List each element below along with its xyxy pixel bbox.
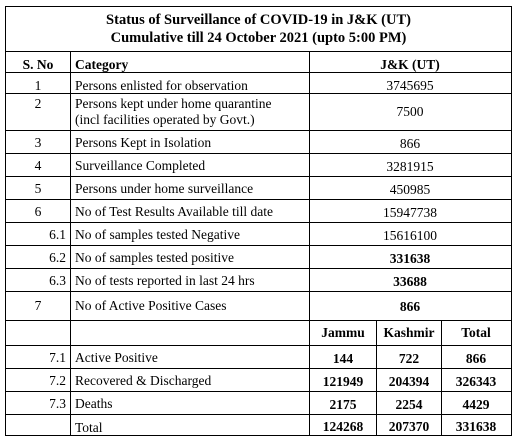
row-category: Total — [75, 420, 103, 435]
row-divider — [6, 51, 511, 52]
table-title-line-1: Status of Surveillance of COVID-19 in J&… — [106, 12, 411, 28]
cell-jammu: 2175 — [329, 397, 357, 412]
header-sno: S. No — [22, 57, 54, 72]
row-category: Surveillance Completed — [75, 158, 206, 173]
row-divider — [6, 245, 511, 246]
row-value: 15947738 — [383, 205, 437, 220]
row-value: 15616100 — [383, 228, 437, 243]
row-divider — [6, 320, 511, 321]
row-sno: 3 — [34, 135, 42, 150]
row-sno: 6 — [34, 204, 42, 219]
row-divider — [6, 130, 511, 131]
row-sno: 1 — [34, 78, 42, 93]
row-category: No of samples tested positive — [75, 250, 234, 265]
row-category: No of Test Results Available till date — [75, 204, 274, 219]
row-category-continued: (incl facilities operated by Govt.) — [75, 112, 255, 127]
row-sno: 7.2 — [49, 373, 66, 388]
row-category: Persons enlisted for observation — [75, 78, 248, 93]
row-sno: 7.3 — [49, 396, 66, 411]
row-category: Persons Kept in Isolation — [75, 135, 212, 150]
cell-jammu: 144 — [332, 351, 354, 366]
row-sno: 6.3 — [49, 273, 66, 288]
cell-total: 326343 — [455, 374, 497, 389]
row-divider — [6, 222, 511, 223]
column-divider — [309, 51, 310, 435]
cell-total: 866 — [465, 351, 487, 366]
row-sno: 7.1 — [49, 350, 66, 365]
row-divider — [6, 153, 511, 154]
header-value: J&K (UT) — [380, 57, 440, 72]
cell-kashmir: 204394 — [388, 374, 430, 389]
row-value: 866 — [399, 299, 421, 314]
cell-jammu: 121949 — [322, 374, 364, 389]
row-divider — [6, 391, 511, 392]
row-divider — [6, 72, 511, 73]
row-sno: 4 — [34, 158, 42, 173]
row-category: Deaths — [75, 396, 113, 411]
row-sno: 6.2 — [49, 250, 66, 265]
row-divider — [6, 176, 511, 177]
row-sno: 7 — [34, 298, 42, 313]
row-sno: 2 — [34, 96, 42, 111]
column-divider — [376, 320, 377, 435]
header-jammu: Jammu — [321, 325, 365, 340]
row-divider — [6, 291, 511, 292]
header-category: Category — [75, 57, 129, 72]
row-category: Active Positive — [75, 350, 158, 365]
row-value: 866 — [399, 136, 421, 151]
row-divider — [6, 93, 511, 94]
row-divider — [6, 414, 511, 415]
cell-total: 331638 — [455, 419, 497, 434]
cell-kashmir: 722 — [398, 351, 420, 366]
row-category: No of tests reported in last 24 hrs — [75, 273, 255, 288]
row-category: No of Active Positive Cases — [75, 298, 227, 313]
table-title-line-2: Cumulative till 24 October 2021 (upto 5:… — [110, 30, 407, 46]
row-category: Persons under home surveillance — [75, 181, 254, 196]
row-divider — [6, 199, 511, 200]
cell-kashmir: 207370 — [388, 419, 430, 434]
cell-total: 4429 — [462, 397, 490, 412]
row-sno: 5 — [34, 181, 42, 196]
row-divider — [6, 268, 511, 269]
cell-jammu: 124268 — [322, 419, 364, 434]
row-value: 3281915 — [386, 159, 434, 174]
row-category: No of samples tested Negative — [75, 227, 240, 242]
row-category: Recovered & Discharged — [75, 373, 212, 388]
row-category: Persons kept under home quarantine — [75, 96, 272, 111]
header-kashmir: Kashmir — [383, 325, 435, 340]
row-value: 7500 — [396, 104, 424, 119]
cell-kashmir: 2254 — [395, 397, 423, 412]
row-value: 3745695 — [386, 78, 434, 93]
row-divider — [6, 368, 511, 369]
row-value: 33688 — [393, 274, 427, 289]
covid-surveillance-table: Status of Surveillance of COVID-19 in J&… — [5, 6, 512, 436]
row-value: 450985 — [389, 182, 431, 197]
row-sno: 6.1 — [49, 227, 66, 242]
column-divider — [70, 51, 71, 435]
row-value: 331638 — [389, 251, 431, 266]
row-divider — [6, 345, 511, 346]
column-divider — [441, 320, 442, 435]
header-total: Total — [461, 325, 491, 340]
